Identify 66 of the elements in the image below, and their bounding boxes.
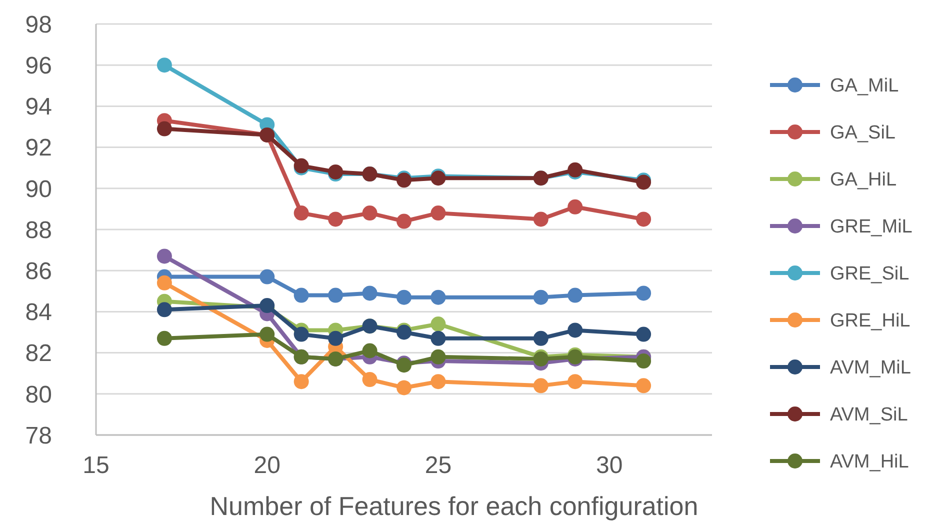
point (430, 316, 446, 332)
point (568, 288, 583, 303)
y-tick-label: 88 (25, 216, 52, 244)
point (294, 206, 309, 221)
point (156, 275, 172, 290)
x-tick-label: 30 (596, 452, 623, 479)
point (156, 121, 172, 136)
y-tick-label: 86 (25, 258, 52, 285)
y-tick-label: 80 (25, 381, 52, 408)
legend-label: AVM_HiL (830, 452, 909, 473)
legend-label: AVM_MiL (830, 358, 911, 379)
y-tick-label: 98 (25, 11, 52, 38)
point (533, 290, 548, 305)
legend-label: GRE_HiL (830, 310, 910, 332)
point (156, 248, 172, 264)
point (636, 286, 652, 301)
point (156, 58, 172, 73)
point (430, 330, 446, 346)
point (396, 290, 412, 305)
legend-label: GA_HiL (830, 170, 897, 191)
point (328, 288, 344, 303)
point (430, 374, 446, 390)
x-axis-title: Number of Features for each configuration (210, 491, 698, 521)
y-tick-label: 90 (25, 176, 52, 203)
point (636, 326, 652, 342)
x-tick-label: 20 (254, 452, 280, 479)
legend-label: GRE_SiL (830, 264, 910, 285)
point (636, 212, 652, 227)
point (328, 212, 344, 227)
y-tick-label: 78 (25, 422, 52, 450)
point (430, 290, 446, 305)
point (568, 322, 583, 338)
point (636, 354, 652, 369)
y-tick-label: 92 (25, 134, 52, 162)
point (294, 326, 309, 342)
point (362, 286, 378, 301)
y-tick-label: 96 (25, 52, 52, 80)
point (636, 378, 652, 394)
point (568, 374, 583, 390)
point (533, 212, 548, 227)
y-tick-label: 82 (25, 340, 52, 368)
point (430, 206, 446, 221)
point (396, 380, 412, 396)
point (260, 269, 275, 284)
point (396, 214, 412, 229)
legend-label: AVM_SiL (830, 404, 908, 426)
point (294, 288, 309, 303)
point (533, 378, 548, 394)
point (156, 330, 172, 346)
point (533, 330, 548, 346)
point (568, 199, 583, 214)
x-tick-label: 15 (82, 452, 110, 479)
point (328, 330, 344, 346)
point (156, 302, 172, 318)
point (260, 326, 275, 342)
legend-label: GA_MiL (830, 76, 899, 97)
point (430, 349, 446, 364)
y-tick-label: 84 (25, 299, 52, 326)
y-tick-label: 94 (25, 94, 52, 121)
point (362, 343, 378, 358)
legend-label: GA_SiL (830, 122, 896, 144)
point (362, 372, 378, 388)
point (294, 374, 309, 390)
x-tick-label: 25 (424, 452, 452, 479)
legend-label: GRE_MiL (830, 216, 912, 238)
point (362, 206, 378, 221)
